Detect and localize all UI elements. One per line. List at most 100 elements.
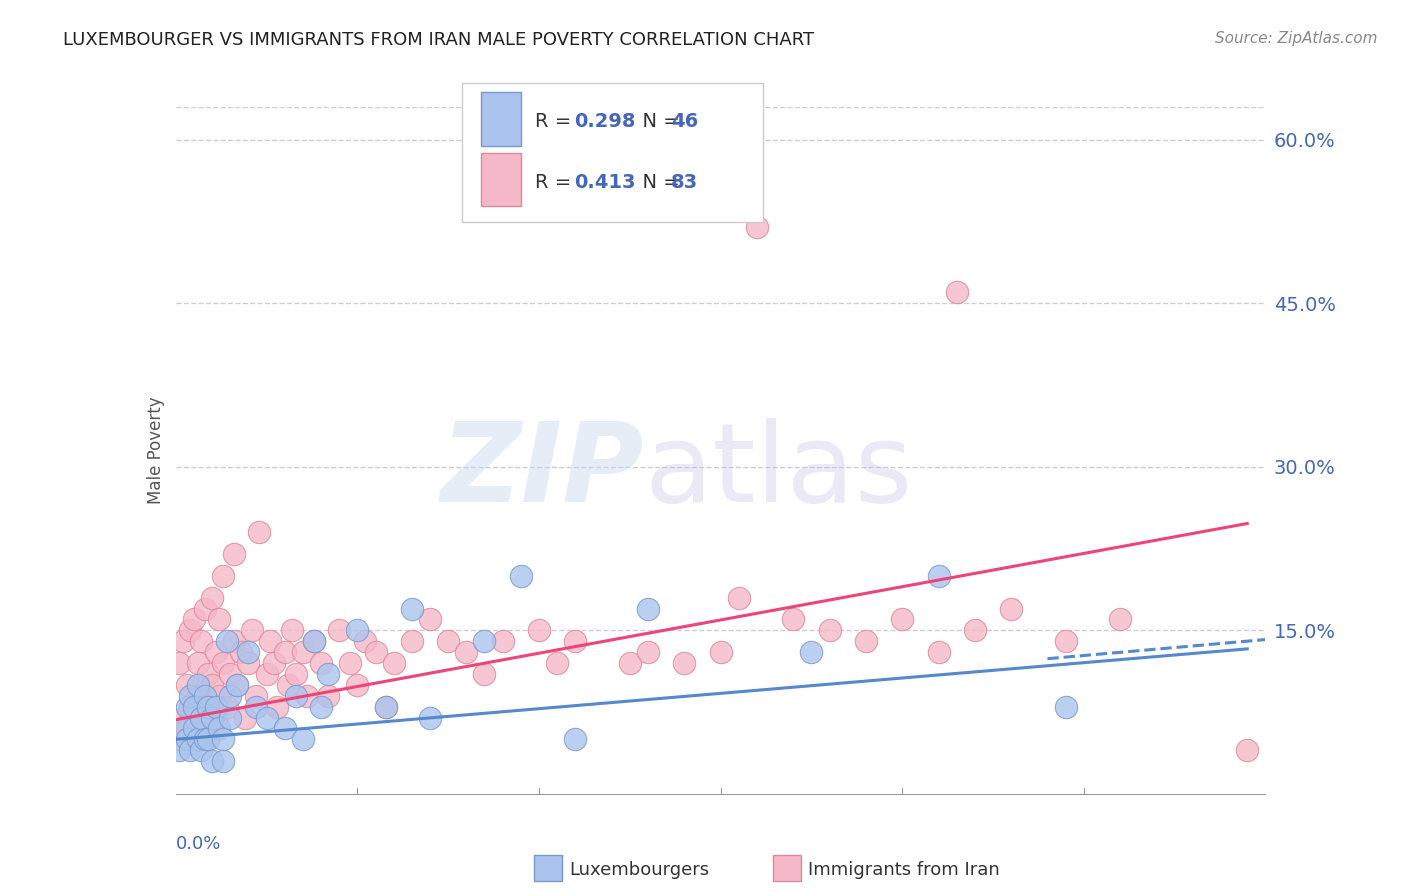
Point (1054, 634, 1077, 648)
Point (197, 732, 219, 747)
Point (401, 634, 423, 648)
Point (194, 689, 217, 703)
Point (328, 624, 350, 638)
Point (169, 656, 191, 670)
Point (201, 591, 224, 605)
Point (564, 732, 586, 747)
Text: 0.413: 0.413 (574, 173, 636, 192)
Point (437, 634, 460, 648)
Point (238, 656, 260, 670)
Point (474, 667, 496, 681)
Point (274, 722, 297, 736)
Point (277, 678, 299, 692)
Point (346, 624, 368, 638)
Point (364, 645, 387, 659)
Point (509, 569, 531, 583)
Point (800, 645, 823, 659)
Point (233, 710, 256, 724)
Point (782, 612, 804, 626)
Point (201, 754, 224, 768)
Point (710, 645, 733, 659)
Point (745, 219, 768, 234)
Point (222, 547, 245, 561)
Point (190, 710, 212, 724)
Point (256, 710, 278, 724)
Point (179, 624, 201, 638)
Point (176, 732, 198, 747)
Point (474, 634, 496, 648)
Point (247, 525, 270, 540)
Point (204, 710, 226, 724)
Point (1000, 601, 1022, 615)
Point (204, 645, 226, 659)
Point (291, 645, 314, 659)
Point (891, 612, 914, 626)
Point (179, 699, 201, 714)
Text: Immigrants from Iran: Immigrants from Iran (808, 861, 1000, 879)
Point (183, 710, 205, 724)
Point (456, 645, 478, 659)
Point (190, 732, 212, 747)
Point (219, 710, 242, 724)
Point (302, 634, 325, 648)
Point (1109, 612, 1132, 626)
Point (291, 732, 314, 747)
Point (295, 689, 318, 703)
Point (302, 634, 325, 648)
Point (204, 699, 226, 714)
Point (176, 678, 198, 692)
Point (172, 634, 194, 648)
Point (169, 732, 191, 747)
Point (169, 743, 191, 757)
Point (266, 699, 288, 714)
Point (172, 710, 194, 724)
Point (963, 624, 986, 638)
Text: 46: 46 (671, 112, 699, 131)
Point (564, 634, 586, 648)
Point (309, 699, 332, 714)
Point (197, 667, 219, 681)
Point (212, 754, 235, 768)
Point (1236, 743, 1258, 757)
Text: LUXEMBOURGER VS IMMIGRANTS FROM IRAN MALE POVERTY CORRELATION CHART: LUXEMBOURGER VS IMMIGRANTS FROM IRAN MAL… (63, 31, 814, 49)
Text: N =: N = (630, 112, 686, 131)
Point (179, 743, 201, 757)
Point (201, 710, 224, 724)
Point (546, 656, 568, 670)
Point (194, 601, 217, 615)
Point (318, 667, 340, 681)
Point (212, 656, 235, 670)
Text: R =: R = (534, 112, 578, 131)
Point (190, 634, 212, 648)
Point (201, 678, 224, 692)
Point (197, 699, 219, 714)
Point (339, 656, 361, 670)
Point (208, 722, 231, 736)
Point (818, 624, 841, 638)
Point (637, 601, 659, 615)
Point (619, 656, 641, 670)
Point (240, 624, 263, 638)
Point (1054, 699, 1077, 714)
Point (259, 634, 281, 648)
Point (197, 722, 219, 736)
Point (245, 699, 267, 714)
Text: ZIP: ZIP (441, 417, 644, 524)
Point (274, 645, 297, 659)
Point (527, 624, 550, 638)
Point (855, 634, 877, 648)
Point (238, 645, 260, 659)
Point (212, 732, 235, 747)
Point (186, 656, 209, 670)
Point (346, 678, 368, 692)
Point (419, 710, 441, 724)
Point (928, 569, 950, 583)
Point (284, 667, 307, 681)
Point (284, 689, 307, 703)
Point (190, 743, 212, 757)
Point (183, 612, 205, 626)
Text: atlas: atlas (644, 417, 912, 524)
Point (186, 678, 209, 692)
Point (208, 612, 231, 626)
Text: R =: R = (534, 173, 578, 192)
